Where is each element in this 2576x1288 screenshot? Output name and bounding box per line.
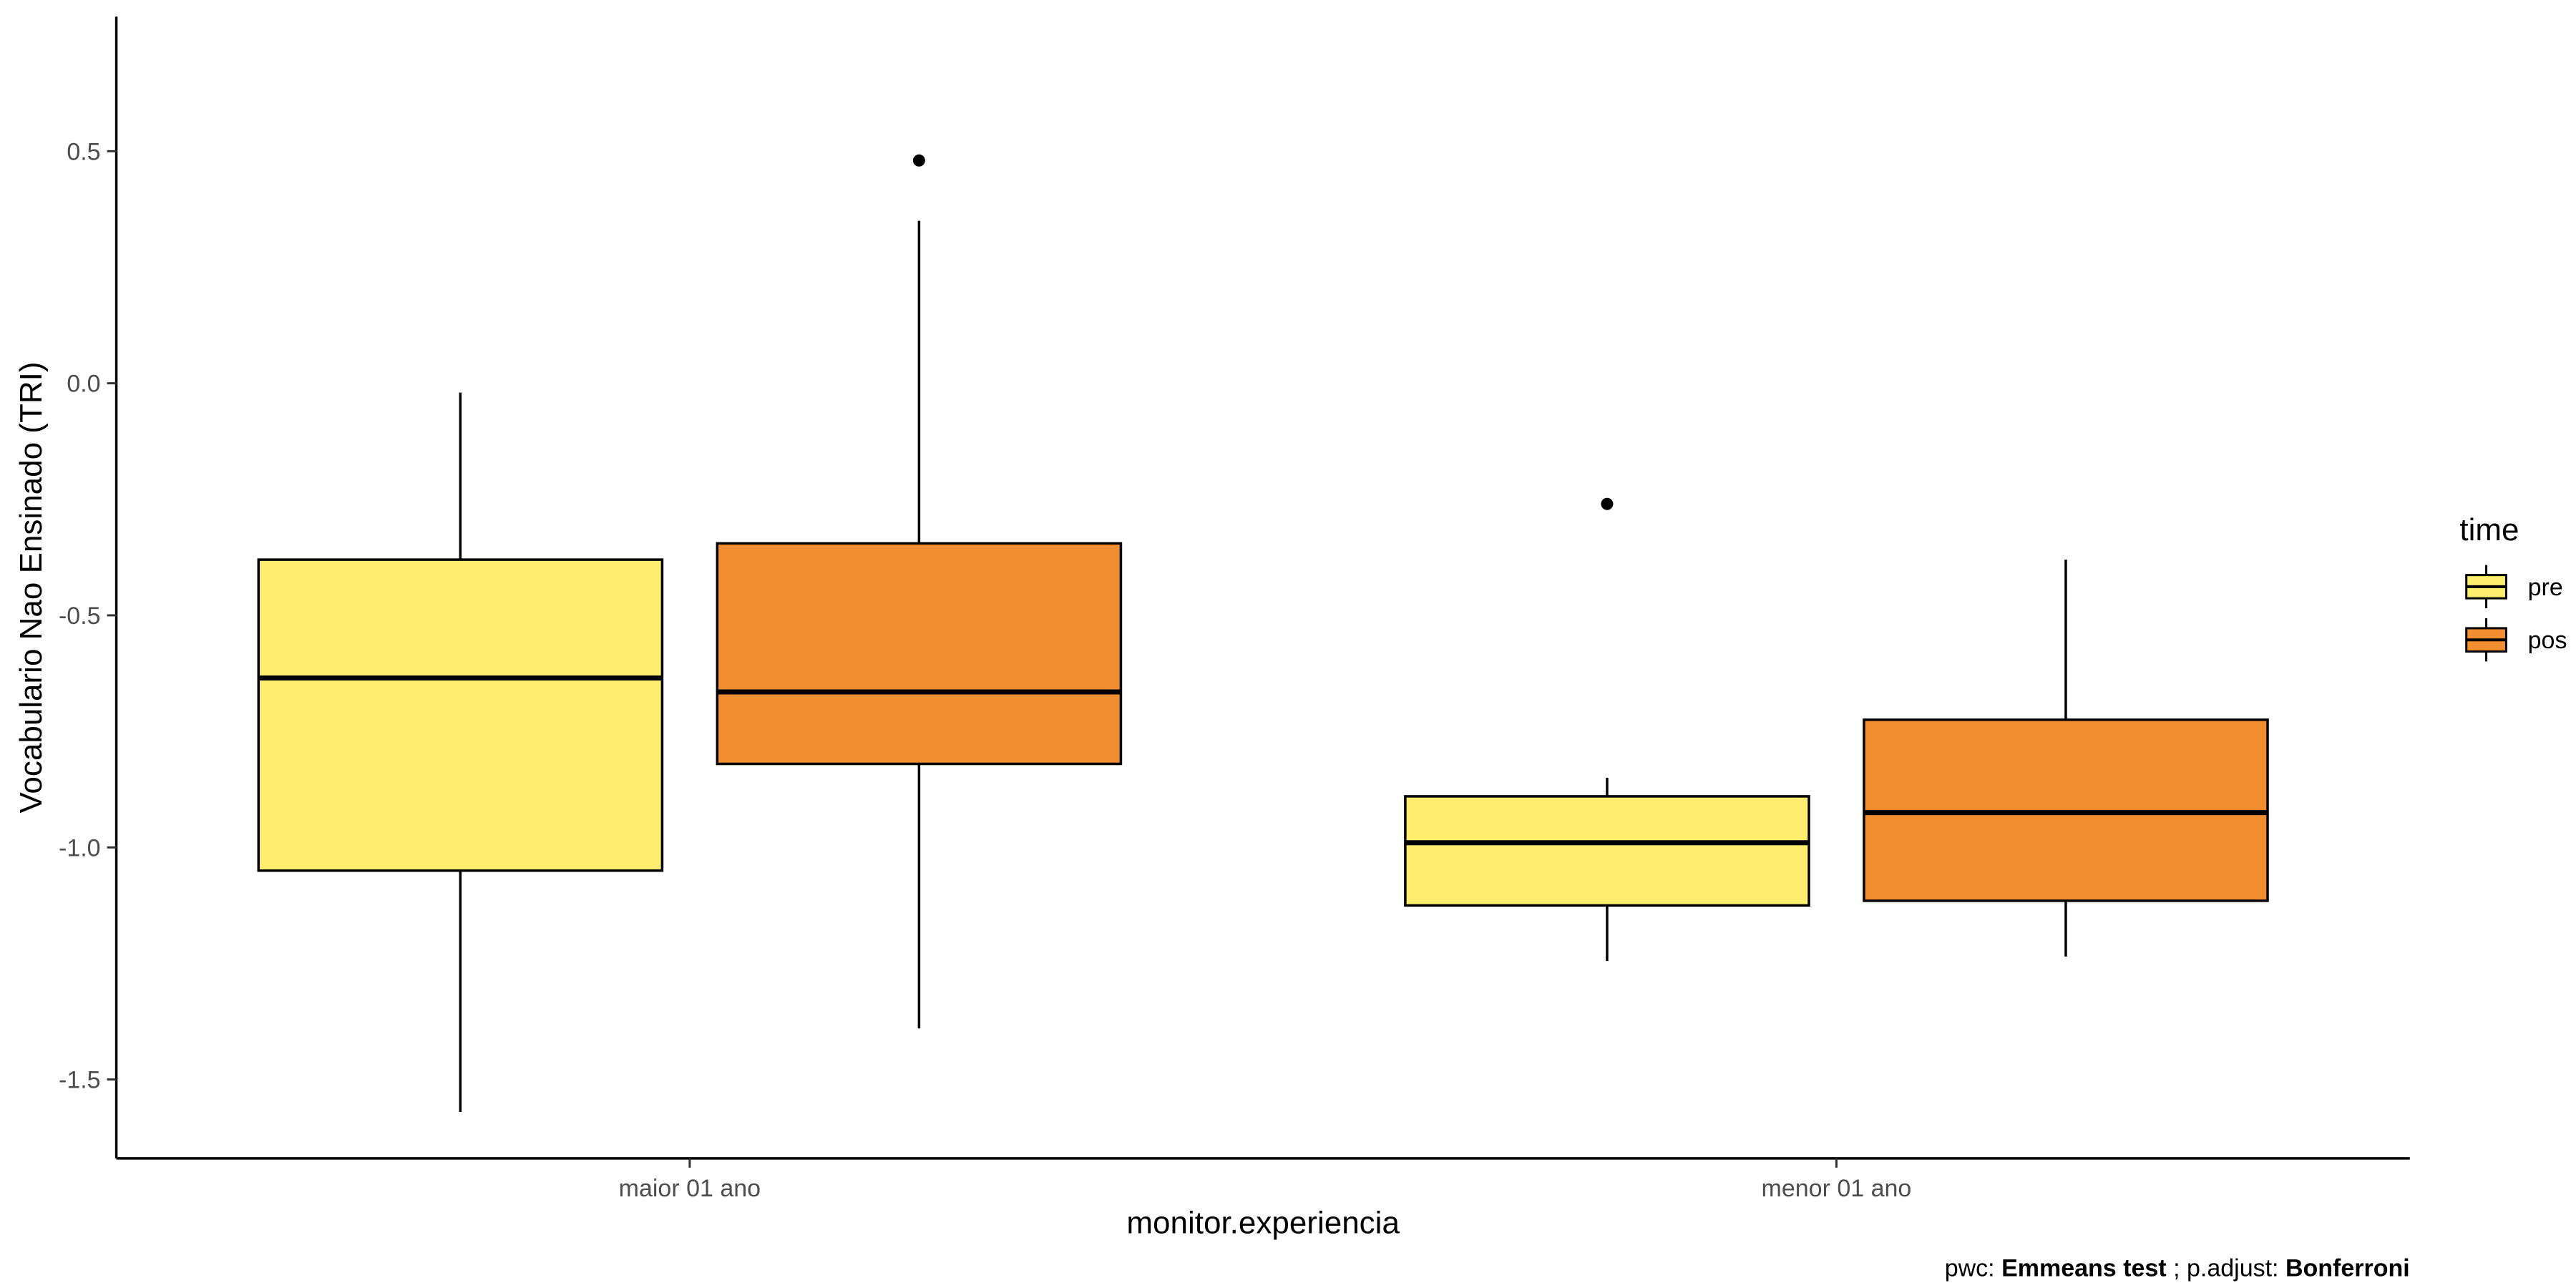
caption-part-bold: Emmeans test xyxy=(2001,1255,2167,1282)
x-axis-title: monitor.experiencia xyxy=(1126,1205,1400,1240)
legend-label: pos xyxy=(2528,627,2567,654)
caption-part-bold: Bonferroni xyxy=(2285,1255,2410,1282)
box-pre-1 xyxy=(257,392,664,1112)
y-tick-label: 0.5 xyxy=(67,138,100,165)
caption-part: pwc: xyxy=(1945,1255,2001,1282)
y-tick-label: -1.0 xyxy=(59,834,101,862)
box-pre-2 xyxy=(1404,497,1810,962)
box-iqr xyxy=(257,558,664,872)
y-axis-title: Vocabulario Nao Ensinado (TRI) xyxy=(14,362,49,814)
x-tick-label: menor 01 ano xyxy=(1762,1175,1912,1202)
outlier-point xyxy=(912,154,925,167)
box-iqr xyxy=(716,542,1123,766)
legend-label: pre xyxy=(2528,574,2563,601)
legend-entry-pre: pre xyxy=(2465,565,2563,609)
legend: time pre pos xyxy=(2459,512,2567,662)
outlier-point xyxy=(1601,497,1614,510)
boxes-layer xyxy=(257,154,2269,1112)
box-iqr xyxy=(1404,795,1810,907)
legend-entry-pos: pos xyxy=(2465,618,2567,662)
legend-title: time xyxy=(2459,512,2519,547)
y-tick-label: 0.0 xyxy=(67,371,100,398)
caption-part: ; p.adjust: xyxy=(2173,1255,2285,1282)
y-tick-label: -1.5 xyxy=(59,1067,101,1094)
caption: pwc: Emmeans test ; p.adjust: Bonferroni xyxy=(1945,1255,2410,1282)
box-pos-2 xyxy=(1863,560,2269,957)
box-pos-1 xyxy=(716,154,1123,1029)
x-tick-label: maior 01 ano xyxy=(619,1175,761,1202)
y-tick-label: -0.5 xyxy=(59,602,101,630)
axes-layer: 0.5 0.0 -0.5 -1.0 -1.5 maior 01 ano menor 01 a… xyxy=(59,16,2410,1202)
